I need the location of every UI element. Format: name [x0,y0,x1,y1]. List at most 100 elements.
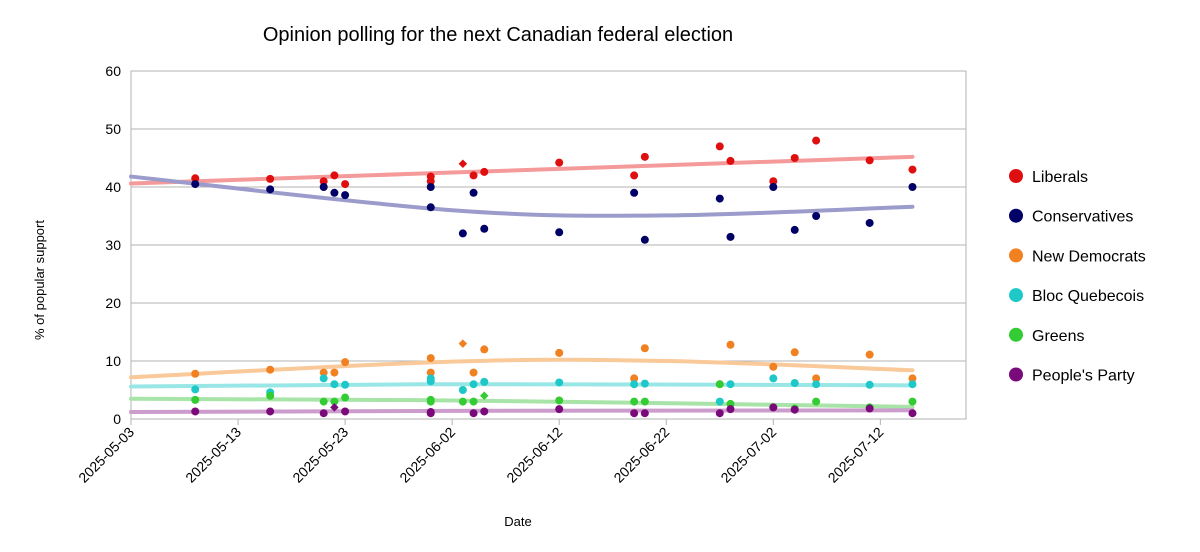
data-point-5 [790,405,799,414]
data-point-3 [630,380,639,389]
data-point-5 [266,407,275,416]
legend-marker-1 [1009,208,1023,223]
data-point-2 [426,368,435,377]
data-point-3 [426,374,435,383]
data-point-1 [458,229,467,238]
data-point-1 [319,183,328,191]
x-tick-label: 2025-05-13 [182,424,244,486]
data-point-1 [426,203,435,212]
data-point-2 [458,339,468,348]
data-point-0 [790,154,799,162]
trend-lines [129,154,915,415]
data-point-3 [330,380,339,389]
legend-label-0: Liberals [1032,169,1088,186]
data-point-4 [480,391,489,401]
legend-label-3: Bloc Quebecois [1032,288,1144,305]
chart-title: Opinion polling for the next Canadian fe… [263,24,733,46]
trend-line-0 [129,154,915,186]
y-tick-label: 0 [113,411,121,427]
data-point-1 [555,228,564,237]
x-tick-label: 2025-05-03 [75,424,137,486]
data-point-0 [469,171,478,180]
data-point-3 [769,374,778,383]
data-point-4 [715,380,724,389]
data-point-4 [458,397,467,406]
y-tick-label: 20 [105,295,121,311]
data-point-3 [790,379,799,388]
x-tick-label: 2025-06-02 [396,424,458,486]
data-point-5 [908,409,917,418]
data-point-1 [908,183,917,191]
data-point-2 [640,344,649,353]
data-point-4 [426,397,435,406]
data-point-0 [630,171,639,180]
data-point-2 [266,365,275,374]
data-point-1 [191,180,200,189]
data-point-3 [458,386,467,394]
x-tick-label: 2025-05-23 [289,424,351,486]
data-point-5 [426,409,435,418]
legend: Liberals Conservatives New Democrats Bloc Q… [1009,169,1146,385]
data-point-0 [726,156,735,165]
legend-marker-5 [1009,367,1023,382]
data-point-1 [469,188,478,197]
data-point-0 [812,136,821,145]
data-point-2 [426,354,435,363]
data-point-3 [865,380,874,389]
x-tick-label: 2025-06-22 [610,424,672,486]
data-point-1 [790,225,799,234]
data-point-2 [469,368,478,377]
data-point-0 [319,177,328,186]
data-point-4 [319,397,328,406]
data-point-5 [330,403,339,412]
legend-marker-4 [1009,327,1023,342]
data-point-0 [330,171,339,180]
data-point-0 [458,159,468,169]
data-point-0 [865,156,874,165]
y-tick-label: 40 [105,179,121,195]
data-point-2 [341,358,350,367]
x-axis-label: Date [504,514,531,529]
data-point-2 [330,368,339,377]
data-point-4 [191,395,200,404]
data-point-1 [640,235,649,244]
data-point-2 [726,340,735,349]
data-point-0 [769,177,778,186]
legend-marker-3 [1009,288,1023,303]
data-point-3 [908,380,917,389]
data-point-2 [191,369,200,378]
data-point-4 [908,397,917,406]
data-point-0 [908,165,917,174]
data-point-3 [812,380,821,389]
data-point-1 [812,212,821,220]
data-point-0 [555,158,564,167]
data-point-3 [555,378,564,387]
data-point-4 [630,397,639,406]
y-tick-label: 50 [105,121,121,137]
data-point-0 [191,174,200,183]
data-point-4 [266,391,275,400]
legend-label-2: New Democrats [1032,248,1146,265]
data-point-0 [341,180,350,189]
data-point-1 [769,183,778,191]
data-point-0 [715,142,724,151]
data-point-2 [865,350,874,359]
data-point-1 [341,191,350,200]
x-tick-label: 2025-07-02 [717,424,779,486]
data-points [191,136,917,418]
data-point-5 [341,407,350,416]
data-point-2 [555,348,564,357]
data-point-3 [469,380,478,389]
data-point-5 [319,409,328,418]
legend-marker-2 [1009,248,1023,263]
data-point-3 [726,380,735,389]
data-point-2 [480,345,489,354]
legend-label-1: Conservatives [1032,209,1133,226]
y-tick-label: 60 [105,63,121,79]
data-point-2 [630,374,639,383]
data-point-2 [812,374,821,383]
data-point-0 [266,174,275,183]
data-point-3 [319,374,328,383]
data-point-2 [769,362,778,371]
